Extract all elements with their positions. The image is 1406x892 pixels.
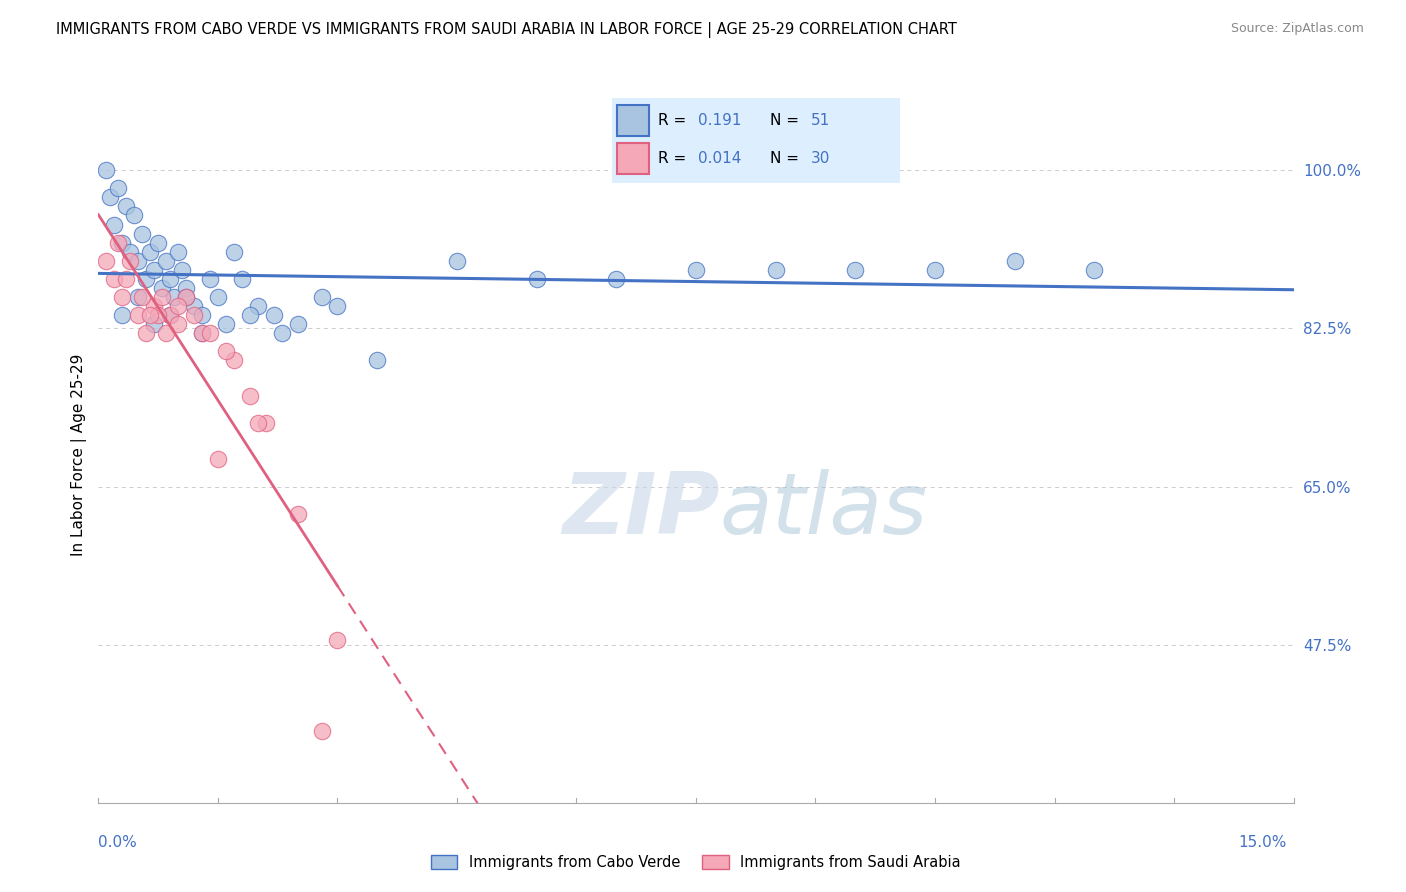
Point: [207, 290, 229, 304]
Point: [222, 353, 245, 368]
Point: [148, 235, 170, 250]
Point: [246, 417, 269, 431]
Text: Source: ZipAtlas.com: Source: ZipAtlas.com: [1230, 22, 1364, 36]
Point: [183, 308, 205, 322]
Point: [155, 253, 177, 268]
Point: [172, 262, 194, 277]
Point: [287, 317, 309, 331]
Point: [143, 317, 166, 331]
Point: [155, 326, 177, 340]
Point: [287, 507, 309, 521]
Point: [131, 290, 153, 304]
Point: [159, 308, 181, 322]
Point: [150, 281, 173, 295]
Point: [150, 290, 173, 304]
Point: [159, 271, 181, 285]
Bar: [617, 143, 650, 175]
Point: [254, 417, 277, 431]
Point: [127, 308, 149, 322]
Text: ZIP: ZIP: [562, 469, 720, 552]
Point: [326, 299, 349, 313]
Point: [135, 326, 157, 340]
Point: [270, 326, 292, 340]
Point: [765, 262, 787, 277]
Point: [311, 723, 333, 738]
Point: [326, 633, 349, 648]
Point: [215, 317, 238, 331]
Legend: Immigrants from Cabo Verde, Immigrants from Saudi Arabia: Immigrants from Cabo Verde, Immigrants f…: [425, 849, 967, 876]
Point: [127, 290, 149, 304]
Point: [174, 281, 197, 295]
Point: [174, 290, 197, 304]
Text: 30: 30: [810, 152, 830, 166]
Point: [246, 299, 269, 313]
Point: [96, 163, 118, 178]
Point: [143, 299, 166, 313]
Text: IMMIGRANTS FROM CABO VERDE VS IMMIGRANTS FROM SAUDI ARABIA IN LABOR FORCE | AGE : IMMIGRANTS FROM CABO VERDE VS IMMIGRANTS…: [56, 22, 957, 38]
Point: [124, 209, 146, 223]
Text: 15.0%: 15.0%: [1239, 836, 1286, 850]
Point: [163, 290, 186, 304]
Point: [191, 326, 214, 340]
Point: [139, 308, 162, 322]
Text: R =: R =: [658, 113, 690, 128]
Y-axis label: In Labor Force | Age 25-29: In Labor Force | Age 25-29: [72, 354, 87, 556]
Point: [103, 271, 125, 285]
Text: 0.0%: 0.0%: [98, 836, 138, 850]
Point: [446, 253, 468, 268]
Point: [198, 271, 221, 285]
Point: [191, 326, 214, 340]
Point: [143, 262, 166, 277]
Point: [98, 190, 122, 204]
Point: [167, 317, 190, 331]
Point: [131, 227, 153, 241]
Point: [107, 235, 129, 250]
Point: [263, 308, 285, 322]
Point: [366, 353, 388, 368]
Point: [127, 253, 149, 268]
Point: [135, 271, 157, 285]
Text: N =: N =: [770, 152, 804, 166]
Text: 0.014: 0.014: [699, 152, 741, 166]
Point: [191, 308, 214, 322]
Point: [526, 271, 548, 285]
Point: [239, 308, 262, 322]
Point: [96, 253, 118, 268]
Text: N =: N =: [770, 113, 804, 128]
Point: [139, 244, 162, 259]
Point: [103, 218, 125, 232]
Point: [107, 181, 129, 195]
Point: [111, 235, 134, 250]
Point: [222, 244, 245, 259]
Point: [924, 262, 946, 277]
Point: [239, 389, 262, 403]
Point: [207, 452, 229, 467]
Point: [120, 253, 142, 268]
Text: 51: 51: [810, 113, 830, 128]
Point: [231, 271, 253, 285]
Point: [115, 271, 138, 285]
Point: [111, 290, 134, 304]
Text: atlas: atlas: [720, 469, 928, 552]
Text: 0.191: 0.191: [699, 113, 741, 128]
Bar: [617, 105, 650, 136]
Point: [167, 299, 190, 313]
Point: [167, 244, 190, 259]
Text: R =: R =: [658, 152, 690, 166]
Point: [311, 290, 333, 304]
Point: [215, 344, 238, 359]
Point: [844, 262, 866, 277]
Point: [605, 271, 627, 285]
Point: [183, 299, 205, 313]
Point: [159, 308, 181, 322]
Point: [174, 290, 197, 304]
Point: [148, 308, 170, 322]
Point: [115, 199, 138, 213]
Point: [685, 262, 707, 277]
Point: [1083, 262, 1105, 277]
Point: [111, 308, 134, 322]
Point: [198, 326, 221, 340]
Point: [120, 244, 142, 259]
Point: [1004, 253, 1026, 268]
